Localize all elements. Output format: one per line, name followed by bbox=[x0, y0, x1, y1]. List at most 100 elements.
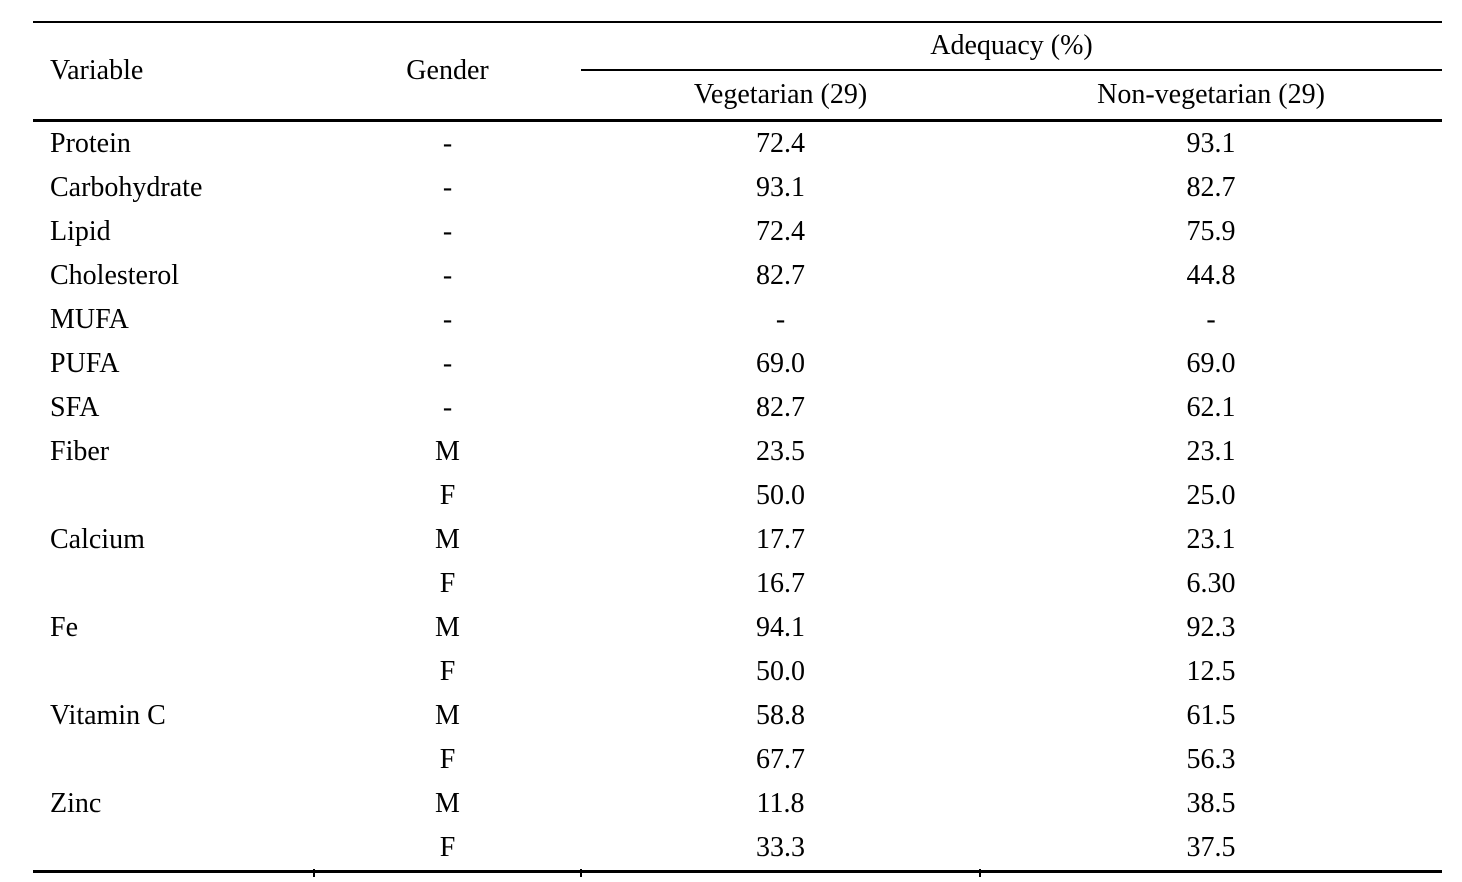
table-row: F 33.3 37.5 bbox=[33, 826, 1443, 873]
header-gender: Gender bbox=[314, 21, 581, 122]
cell-non-vegetarian: 23.1 bbox=[1186, 523, 1236, 555]
table-row: Calcium M 17.7 23.1 bbox=[33, 518, 1442, 562]
table-row: Zinc M 11.8 38.5 bbox=[33, 782, 1442, 826]
cell-non-vegetarian: 37.5 bbox=[980, 826, 1443, 873]
cell-vegetarian: 50.0 bbox=[756, 655, 805, 687]
cell-non-vegetarian: 38.5 bbox=[1186, 787, 1236, 819]
cell-gender: M bbox=[435, 611, 460, 643]
cell-gender: F bbox=[314, 826, 581, 873]
cell-variable: Carbohydrate bbox=[50, 171, 203, 203]
cell-vegetarian: 72.4 bbox=[756, 127, 805, 159]
cell-gender: M bbox=[435, 787, 460, 819]
cell-variable bbox=[33, 650, 314, 694]
cell-variable: Cholesterol bbox=[50, 259, 180, 291]
cell-non-vegetarian: 25.0 bbox=[1186, 479, 1236, 511]
cell-variable: Calcium bbox=[50, 523, 145, 555]
cell-variable: MUFA bbox=[50, 303, 129, 335]
cell-non-vegetarian: 61.5 bbox=[1186, 699, 1236, 731]
cell-vegetarian: 72.4 bbox=[756, 215, 805, 247]
cell-non-vegetarian: 75.9 bbox=[1186, 215, 1236, 247]
header-adequacy: Adequacy (%) bbox=[581, 21, 1443, 71]
cell-gender: M bbox=[435, 699, 460, 731]
header-row-top: Variable Gender Adequacy (%) bbox=[33, 21, 1443, 122]
cell-vegetarian: 33.3 bbox=[581, 826, 980, 873]
cell-gender: F bbox=[439, 479, 456, 511]
cell-vegetarian: 69.0 bbox=[756, 347, 805, 379]
cell-variable: PUFA bbox=[50, 347, 120, 379]
table-row: F 50.0 25.0 bbox=[33, 474, 1442, 518]
table-row: MUFA - - - bbox=[33, 298, 1442, 342]
cell-gender: - bbox=[442, 127, 453, 159]
cell-variable: Vitamin C bbox=[50, 699, 166, 731]
cell-vegetarian: 67.7 bbox=[756, 743, 805, 775]
cell-vegetarian: 93.1 bbox=[756, 171, 805, 203]
cell-non-vegetarian: 62.1 bbox=[1186, 391, 1236, 423]
table-row: Lipid - 72.4 75.9 bbox=[33, 210, 1442, 254]
cell-vegetarian: 82.7 bbox=[756, 391, 805, 423]
cell-vegetarian: 11.8 bbox=[756, 787, 805, 819]
cell-non-vegetarian: 93.1 bbox=[1186, 127, 1236, 159]
column-divider-tick bbox=[313, 869, 315, 877]
cell-gender: M bbox=[435, 523, 460, 555]
table-row: SFA - 82.7 62.1 bbox=[33, 386, 1442, 430]
cell-non-vegetarian: 23.1 bbox=[1186, 435, 1236, 467]
table-header: Variable Gender Adequacy (%) Vegetarian … bbox=[33, 21, 1443, 122]
cell-variable: Zinc bbox=[50, 787, 102, 819]
cell-gender: - bbox=[442, 259, 453, 291]
cell-variable bbox=[33, 826, 314, 873]
cell-gender: F bbox=[439, 743, 456, 775]
table-row: Protein - 72.4 93.1 bbox=[33, 121, 1442, 167]
table-row: Fiber M 23.5 23.1 bbox=[33, 430, 1442, 474]
cell-gender: M bbox=[435, 435, 460, 467]
cell-non-vegetarian: 69.0 bbox=[1186, 347, 1236, 379]
column-divider-tick bbox=[580, 869, 582, 877]
cell-vegetarian: 94.1 bbox=[756, 611, 805, 643]
cell-variable: Fe bbox=[50, 611, 78, 643]
cell-gender: - bbox=[442, 303, 453, 335]
cell-vegetarian: 16.7 bbox=[756, 567, 805, 599]
cell-variable bbox=[33, 562, 314, 606]
table-row: Carbohydrate - 93.1 82.7 bbox=[33, 166, 1442, 210]
header-row-sub: Vegetarian (29) Non-vegetarian (29) bbox=[33, 70, 1443, 122]
cell-vegetarian: 82.7 bbox=[756, 259, 805, 291]
cell-gender: - bbox=[442, 391, 453, 423]
table-row: F 67.7 56.3 bbox=[33, 738, 1442, 782]
cell-gender: - bbox=[442, 171, 453, 203]
cell-variable: SFA bbox=[50, 391, 100, 423]
table-row: PUFA - 69.0 69.0 bbox=[33, 342, 1442, 386]
cell-vegetarian: - bbox=[775, 303, 786, 335]
cell-vegetarian: 23.5 bbox=[756, 435, 805, 467]
table-row: Vitamin C M 58.8 61.5 bbox=[33, 694, 1442, 738]
header-non-vegetarian: Non-vegetarian (29) bbox=[980, 70, 1443, 122]
table-row: Fe M 94.1 92.3 bbox=[33, 606, 1442, 650]
header-variable: Variable bbox=[33, 21, 314, 122]
cell-non-vegetarian: - bbox=[1206, 303, 1216, 335]
cell-gender: F bbox=[439, 655, 456, 687]
cell-non-vegetarian: 12.5 bbox=[1186, 655, 1236, 687]
cell-variable: Fiber bbox=[50, 435, 110, 467]
cell-non-vegetarian: 92.3 bbox=[1186, 611, 1236, 643]
cell-variable bbox=[33, 474, 314, 518]
cell-non-vegetarian: 44.8 bbox=[1186, 259, 1236, 291]
cell-vegetarian: 58.8 bbox=[756, 699, 805, 731]
cell-variable bbox=[33, 738, 314, 782]
cell-non-vegetarian: 56.3 bbox=[1186, 743, 1236, 775]
cell-variable: Lipid bbox=[50, 215, 111, 247]
cell-variable: Protein bbox=[50, 127, 131, 159]
table-body: Protein - 72.4 93.1 Carbohydrate - 93.1 82.7 Lip… bbox=[33, 121, 1443, 873]
column-divider-tick bbox=[979, 869, 981, 877]
cell-vegetarian: 17.7 bbox=[756, 523, 805, 555]
data-table: Variable Gender Adequacy (%) Vegetarian … bbox=[33, 21, 1443, 873]
table-row: Cholesterol - 82.7 44.8 bbox=[33, 254, 1442, 298]
cell-vegetarian: 50.0 bbox=[756, 479, 805, 511]
adequacy-table: Variable Gender Adequacy (%) Vegetarian … bbox=[33, 21, 1443, 877]
cell-gender: F bbox=[439, 567, 456, 599]
cell-gender: - bbox=[442, 347, 453, 379]
header-vegetarian: Vegetarian (29) bbox=[581, 70, 980, 122]
table-row: F 50.0 12.5 bbox=[33, 650, 1442, 694]
cell-non-vegetarian: 82.7 bbox=[1186, 171, 1236, 203]
cell-gender: - bbox=[442, 215, 453, 247]
cell-non-vegetarian: 6.30 bbox=[1186, 567, 1236, 599]
table-row: F 16.7 6.30 bbox=[33, 562, 1442, 606]
